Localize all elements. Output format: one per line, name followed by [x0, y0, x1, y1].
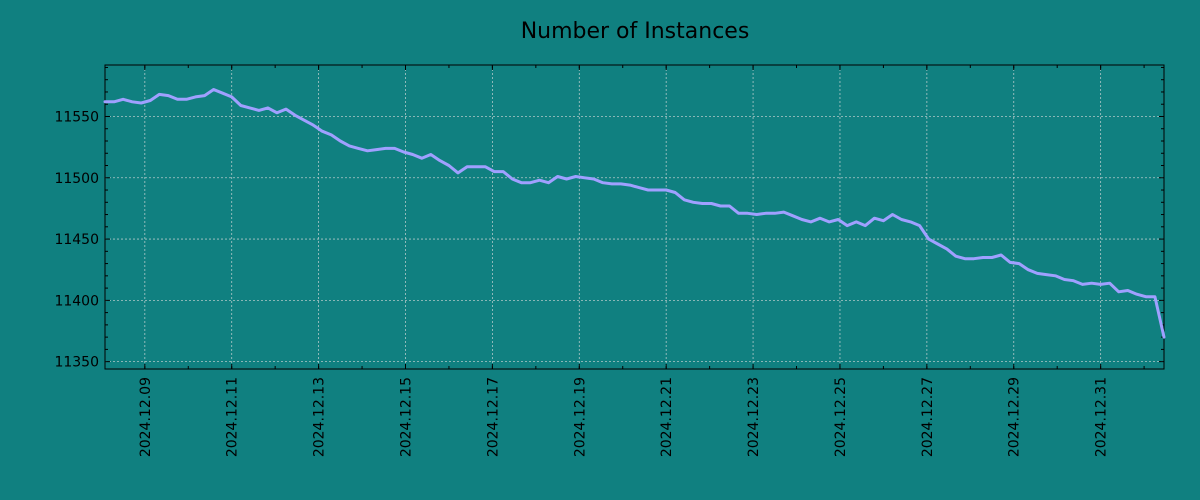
x-tick-label: 2024.12.21 [659, 377, 675, 457]
x-tick-label: 2024.12.23 [746, 377, 762, 457]
x-tick-label: 2024.12.19 [572, 377, 588, 457]
x-tick-label: 2024.12.25 [833, 377, 849, 457]
y-tick-label: 11450 [54, 232, 99, 248]
x-tick-label: 2024.12.15 [399, 377, 415, 457]
x-tick-label: 2024.12.31 [1094, 377, 1110, 457]
tick-labels: 11350 11400 11450 11500 11550 2024.12.09 2024.… [54, 109, 1109, 457]
x-tick-label: 2024.12.17 [485, 377, 501, 457]
series-layer [103, 88, 1166, 339]
y-tick-label: 11550 [54, 109, 99, 125]
series-line [103, 88, 1166, 339]
x-tick-label: 2024.12.09 [138, 377, 154, 457]
grid-lines [105, 65, 1164, 369]
x-tick-label: 2024.12.27 [920, 377, 936, 457]
x-tick-label: 2024.12.13 [312, 377, 328, 457]
y-tick-label: 11350 [54, 355, 99, 371]
y-tick-label: 11500 [54, 171, 99, 187]
axis-ticks [105, 65, 1164, 369]
x-tick-label: 2024.12.11 [225, 377, 241, 457]
chart-title: Number of Instances [521, 19, 750, 44]
plot-area [104, 64, 1165, 370]
x-tick-label: 2024.12.29 [1007, 377, 1023, 457]
y-tick-label: 11400 [54, 293, 99, 309]
